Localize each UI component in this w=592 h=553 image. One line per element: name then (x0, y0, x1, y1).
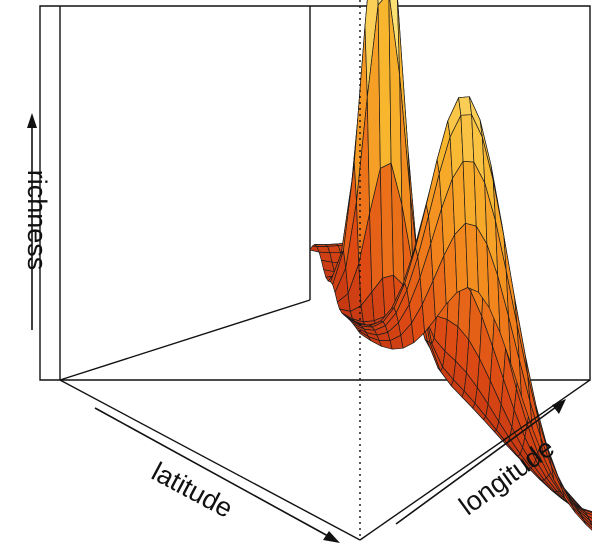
surface-facet (585, 512, 592, 519)
x-axis-arrow (94, 407, 340, 543)
plot-box-front (59, 0, 591, 541)
z-axis-label: richness (22, 170, 52, 271)
surface-facet (581, 515, 592, 529)
surface-mesh (309, 0, 592, 531)
x-axis-label: latitude (147, 456, 238, 523)
box-floor-back-edge (59, 299, 311, 381)
box-floor-left-edge (59, 379, 361, 541)
box-floor-right-edge (359, 379, 591, 541)
surface-facet (587, 515, 592, 523)
y-axis-arrow (395, 399, 566, 525)
z-axis-arrow (27, 113, 37, 330)
surface-facet (583, 519, 592, 531)
